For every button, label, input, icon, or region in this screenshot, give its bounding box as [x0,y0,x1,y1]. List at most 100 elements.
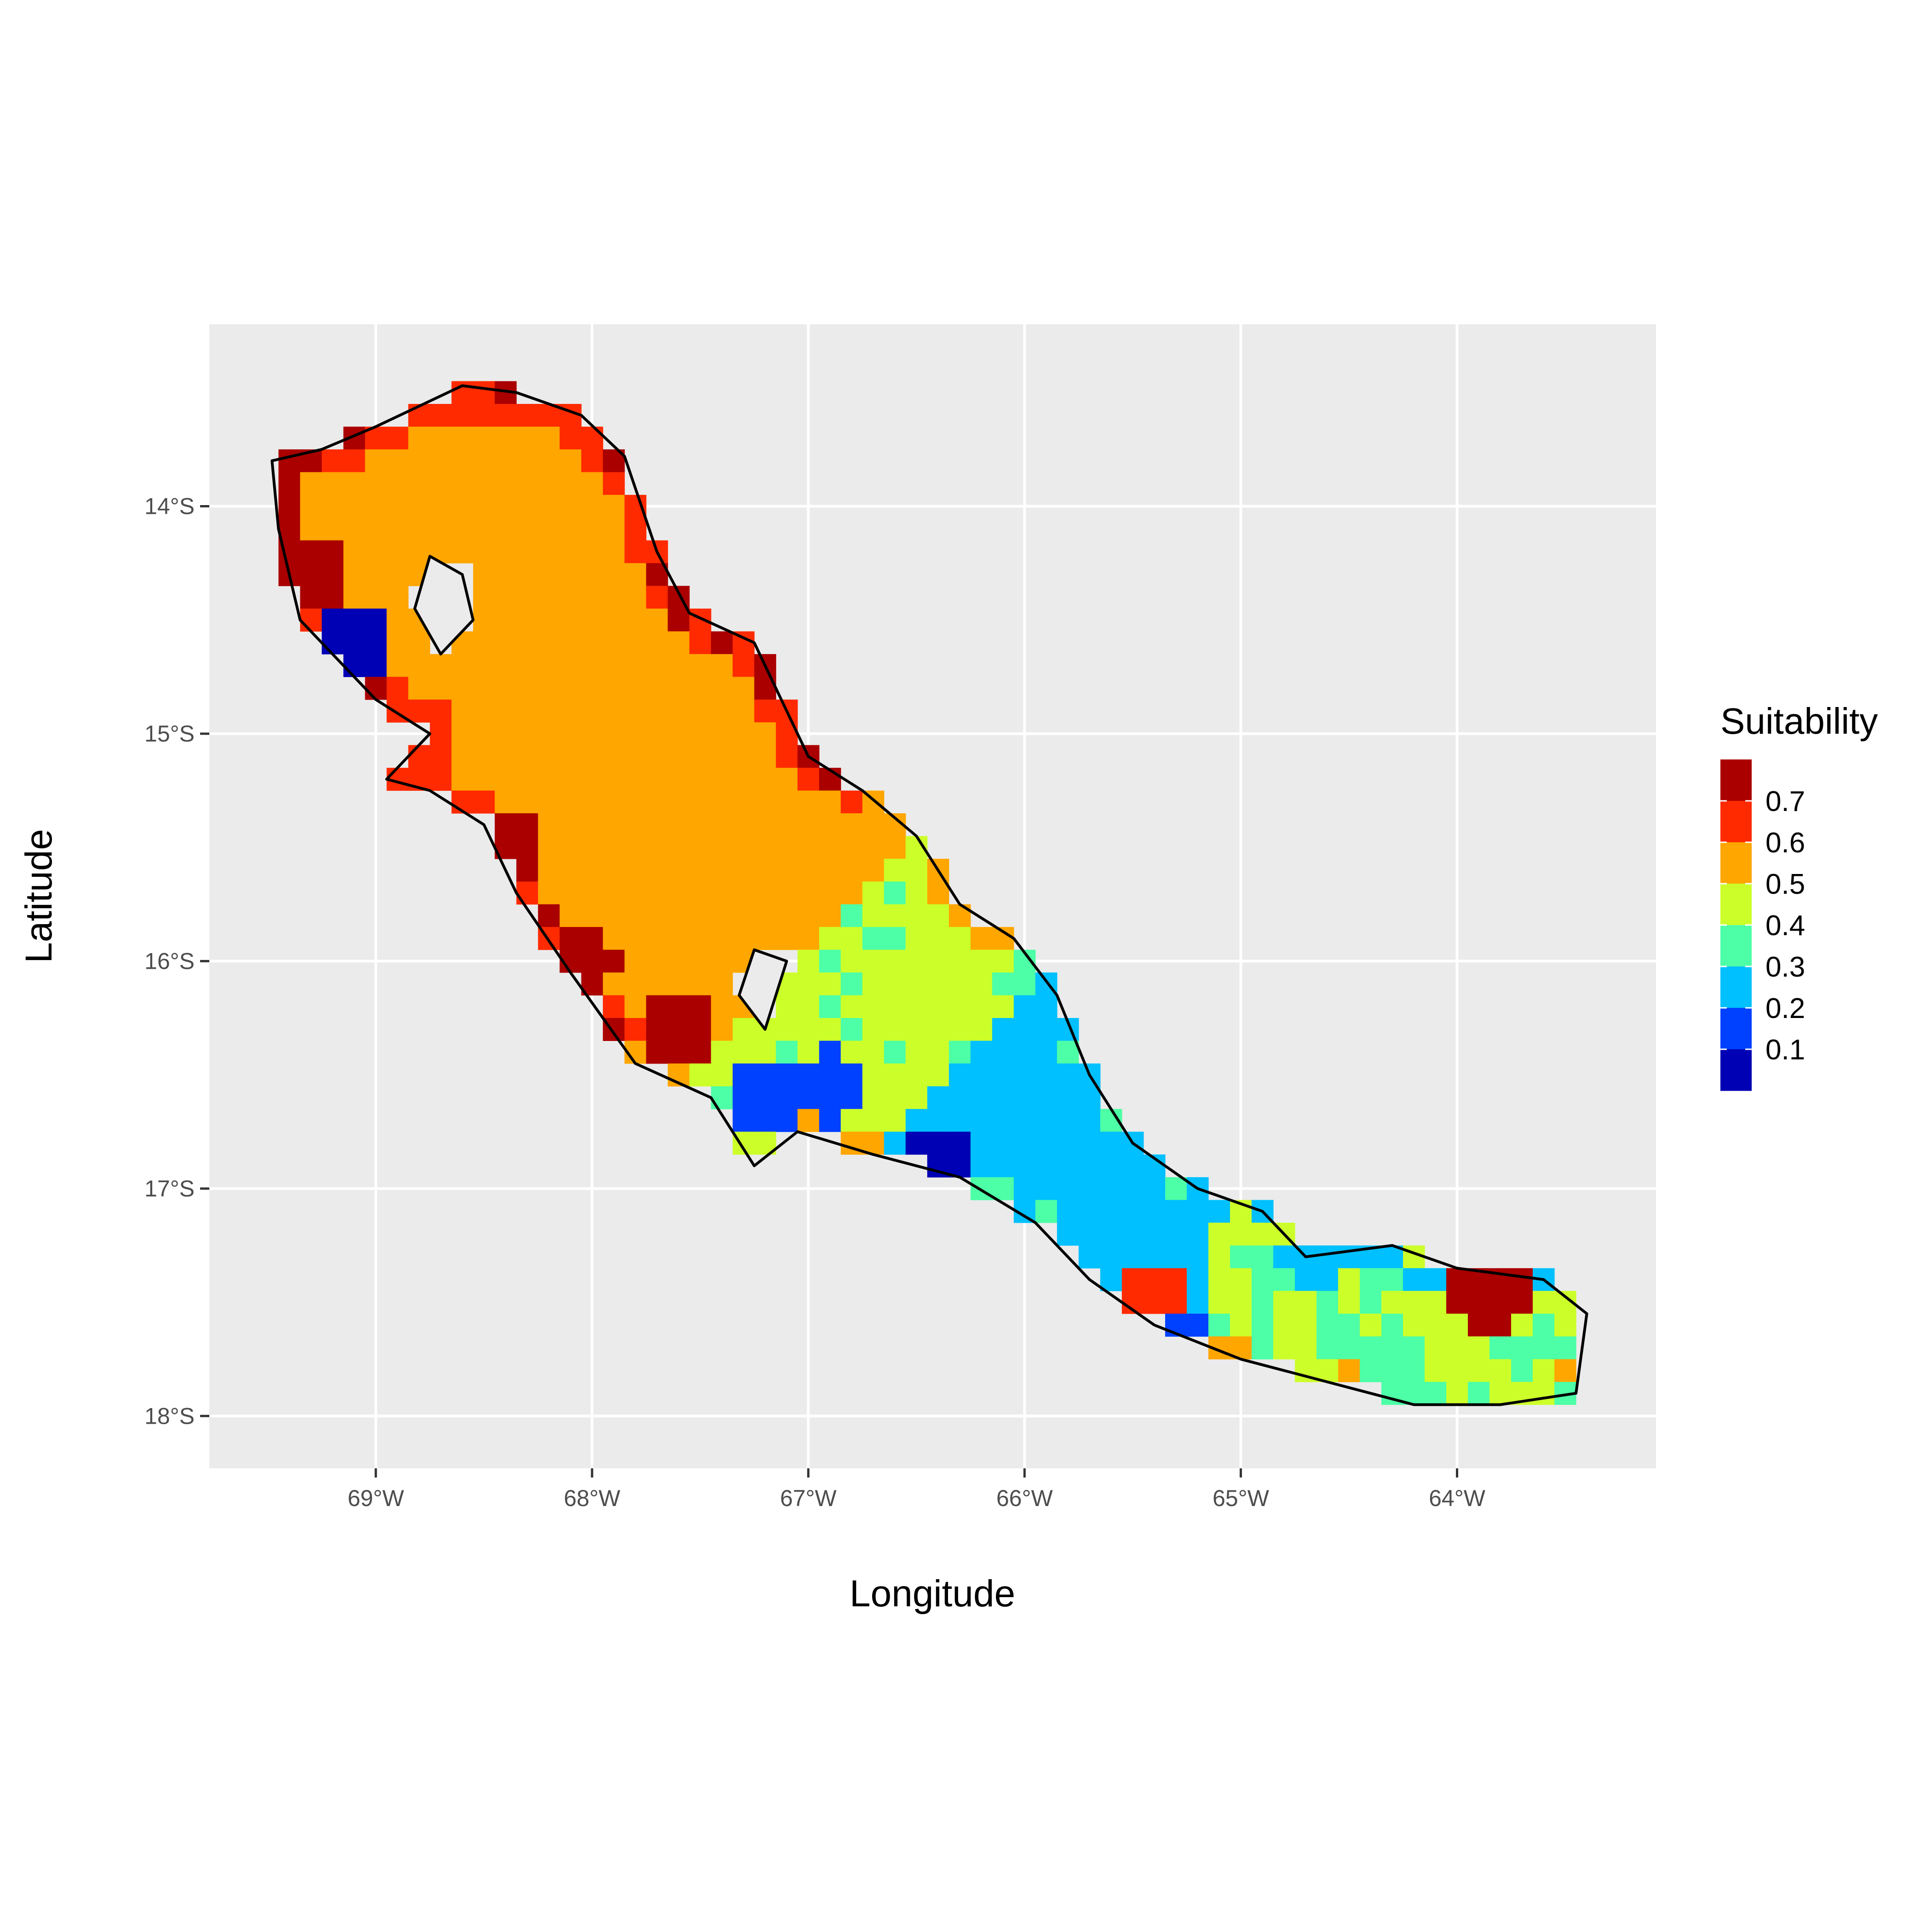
raster-cell [927,927,949,950]
raster-cell [1013,1018,1036,1041]
raster-cell [711,927,733,950]
raster-cell [430,699,452,723]
raster-cell [667,722,690,746]
raster-cell [970,1018,993,1041]
raster-cell [494,790,517,814]
raster-cell [776,1086,798,1110]
raster-cell [667,858,690,882]
raster-cell [646,722,668,746]
raster-cell [711,904,733,927]
raster-cell [646,631,668,655]
x-tick-label: 67°W [780,1485,837,1511]
raster-cell [667,927,690,950]
raster-cell [646,699,668,723]
raster-cell [689,699,712,723]
raster-cell [1294,1313,1317,1337]
raster-cell [862,813,885,836]
raster-cell [1294,1291,1317,1314]
raster-cell [538,836,560,859]
raster-cell [278,494,300,518]
raster-cell [343,563,366,586]
raster-cell [559,563,582,586]
raster-cell [538,609,560,632]
legend-label: 0.1 [1765,1034,1805,1066]
raster-cell [776,836,798,859]
legend-swatch [1720,966,1752,1008]
raster-cell [386,540,409,564]
raster-cell [603,609,625,632]
raster-cell [386,426,409,450]
raster-cell [776,927,798,950]
raster-cell [1360,1313,1382,1337]
raster-cell [1273,1313,1295,1337]
raster-cell [797,790,820,814]
raster-cell [1208,1245,1230,1269]
raster-cell [1035,995,1058,1018]
raster-cell [1533,1336,1555,1360]
raster-cell [1533,1313,1555,1337]
raster-cell [927,1041,949,1064]
raster-cell [1511,1336,1533,1360]
raster-cell [1446,1336,1468,1360]
raster-cell [689,1018,712,1041]
x-axis-title: Longitude [850,1573,1015,1615]
raster-cell [1316,1313,1339,1337]
raster-cell [1121,1268,1144,1291]
raster-cell [1143,1291,1166,1314]
legend-swatch [1720,801,1752,843]
raster-cell [754,699,776,723]
legend-label: 0.5 [1765,868,1805,900]
raster-cell [1208,1291,1230,1314]
raster-cell [797,768,820,791]
raster-cell [1425,1359,1447,1382]
raster-cell [581,540,604,564]
raster-cell [1165,1245,1187,1269]
raster-cell [1035,1041,1058,1064]
raster-cell [970,1109,993,1132]
raster-cell [1057,1109,1079,1132]
y-tick-label: 16°S [144,948,195,974]
raster-cell [927,1018,949,1041]
raster-cell [646,995,668,1018]
raster-cell [689,790,712,814]
raster-cell [1078,1245,1101,1269]
raster-cell [646,1041,668,1064]
raster-cell [386,518,409,541]
raster-cell [970,995,993,1018]
raster-cell [365,540,387,564]
raster-cell [516,699,539,723]
raster-cell [1165,1268,1187,1291]
raster-cell [473,631,495,655]
raster-cell [624,813,647,836]
raster-cell [646,927,668,950]
raster-cell [516,449,539,472]
raster-cell [1273,1336,1295,1360]
raster-cell [1013,1132,1036,1155]
raster-cell [949,995,971,1018]
raster-cell [1489,1382,1512,1405]
raster-cell [646,790,668,814]
raster-cell [711,1086,733,1110]
raster-cell [689,1063,712,1087]
raster-cell [494,518,517,541]
raster-cell [624,836,647,859]
raster-cell [581,858,604,882]
raster-cell [494,494,517,518]
raster-cell [473,404,495,427]
raster-cell [386,472,409,495]
raster-cell [1511,1313,1533,1337]
raster-cell [667,790,690,814]
raster-cell [343,631,366,655]
raster-cell [970,927,993,950]
raster-cell [624,540,647,564]
raster-cell [732,699,755,723]
raster-cell [386,677,409,700]
raster-cell [494,631,517,655]
raster-cell [581,677,604,700]
raster-cell [559,540,582,564]
raster-cell [1057,1154,1079,1178]
raster-cell [927,904,949,927]
legend-title: Suitability [1720,701,1878,742]
raster-cell [559,631,582,655]
